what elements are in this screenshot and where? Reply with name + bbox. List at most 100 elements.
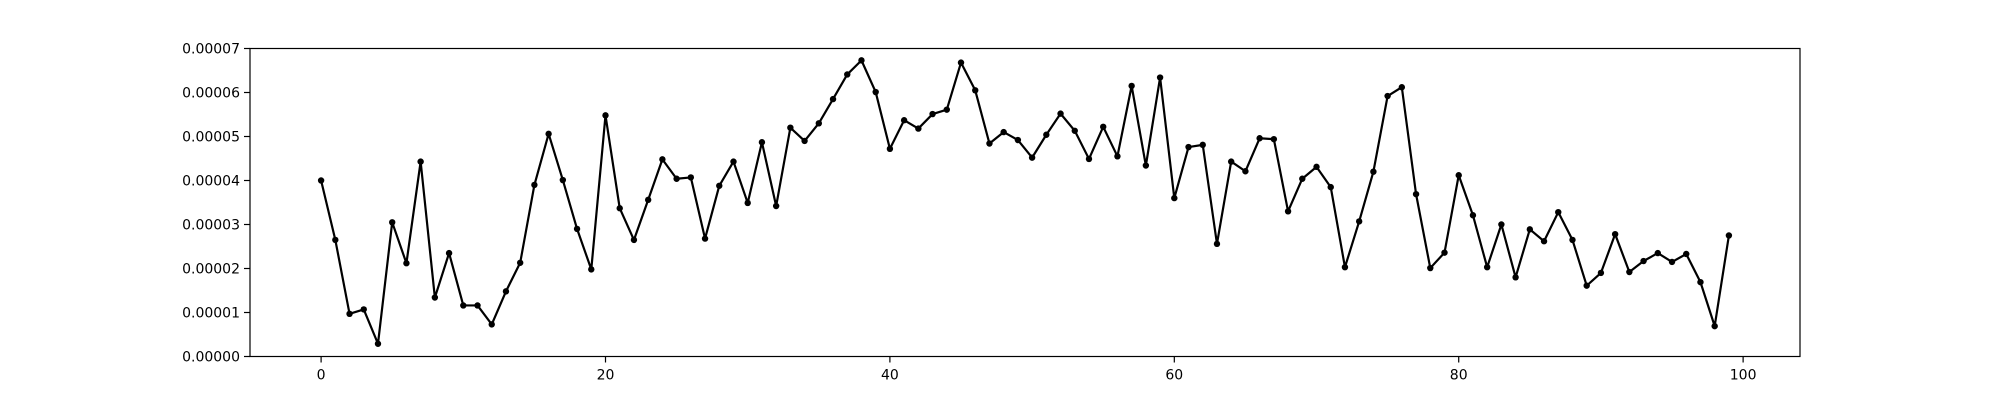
data-point	[1483, 263, 1491, 271]
data-point	[644, 196, 652, 204]
data-point	[1455, 172, 1462, 179]
data-point	[374, 340, 382, 347]
data-point	[1242, 168, 1249, 175]
data-point	[1555, 208, 1562, 216]
data-point	[1256, 135, 1263, 142]
y-tick-label: 0.00004	[182, 174, 240, 190]
data-point	[1341, 263, 1349, 271]
data-point	[1498, 221, 1505, 228]
data-point	[1313, 163, 1320, 171]
data-point	[1128, 82, 1135, 90]
data-point	[417, 158, 424, 165]
data-point	[1412, 190, 1420, 198]
data-point	[431, 294, 439, 301]
data-point	[1512, 274, 1519, 281]
data-point	[1171, 194, 1178, 202]
data-point	[772, 202, 780, 210]
data-point	[1526, 226, 1534, 233]
data-point	[1427, 264, 1434, 272]
data-point	[957, 59, 965, 66]
series-line	[320, 59, 1730, 345]
data-point	[744, 199, 751, 207]
data-point	[630, 236, 638, 244]
data-point	[1640, 257, 1647, 265]
x-tick-label: 100	[1730, 368, 1757, 384]
data-point	[758, 139, 766, 146]
data-point	[1697, 278, 1704, 286]
data-point	[915, 125, 922, 132]
y-tick-label: 0.00000	[182, 350, 240, 366]
y-tick-label: 0.00003	[182, 218, 240, 234]
plot-area-frame	[249, 47, 1801, 358]
data-point	[1597, 269, 1605, 277]
data-point	[801, 137, 808, 145]
y-axis: 0.00000 0.00001 0.00002 0.00003 0.00004 0.000…	[182, 42, 250, 366]
data-point	[1100, 123, 1107, 131]
data-point	[858, 57, 865, 64]
x-tick-label: 60	[1165, 368, 1183, 384]
data-point	[346, 310, 353, 318]
y-tick-label: 0.00006	[182, 86, 240, 102]
x-tick-label: 20	[597, 368, 615, 384]
data-point	[1683, 250, 1690, 258]
data-point	[1199, 141, 1206, 149]
data-point	[1057, 110, 1064, 117]
x-axis: 0 20 40 60 80 100	[317, 356, 1757, 384]
data-point	[929, 110, 936, 118]
data-point	[1000, 128, 1007, 136]
data-point	[1725, 232, 1733, 239]
data-point	[659, 156, 666, 163]
data-point	[701, 235, 709, 242]
data-point	[588, 266, 595, 273]
data-point	[1540, 238, 1548, 245]
data-point	[872, 88, 879, 96]
data-point	[716, 182, 723, 189]
data-point	[1398, 84, 1406, 91]
y-tick-label: 0.00001	[182, 306, 240, 322]
data-point	[844, 71, 851, 78]
x-tick-label: 80	[1450, 368, 1468, 384]
data-point	[360, 306, 367, 313]
data-point	[1355, 218, 1363, 225]
data-point	[1654, 249, 1662, 257]
data-point	[1611, 230, 1619, 238]
x-tick-label: 40	[881, 368, 899, 384]
data-point	[1270, 135, 1278, 143]
data-point	[687, 174, 695, 181]
data-point	[1327, 183, 1334, 191]
data-point	[972, 87, 979, 94]
data-point	[1213, 240, 1221, 248]
data-point	[488, 321, 495, 328]
data-point	[460, 302, 467, 309]
data-point	[389, 219, 396, 226]
data-point	[474, 302, 481, 309]
data-point	[673, 175, 680, 182]
data-point	[730, 158, 737, 165]
series-markers	[317, 57, 1733, 347]
data-point	[1085, 155, 1093, 163]
data-point	[445, 249, 453, 257]
y-tick-label: 0.00007	[182, 42, 240, 58]
data-point	[886, 145, 894, 153]
data-point	[1441, 249, 1448, 256]
data-point	[1043, 131, 1050, 138]
data-point	[1284, 208, 1292, 215]
data-point	[531, 181, 538, 189]
data-point	[317, 177, 325, 184]
data-point	[1142, 162, 1150, 169]
data-point	[1569, 236, 1576, 244]
data-point	[1185, 143, 1192, 151]
data-point	[787, 124, 794, 131]
data-point	[502, 288, 510, 295]
data-point	[1299, 175, 1306, 182]
data-point	[900, 117, 908, 124]
y-tick-label: 0.00002	[182, 262, 240, 278]
data-point	[545, 130, 552, 138]
data-point	[1626, 268, 1633, 276]
data-point	[829, 95, 837, 103]
data-point	[403, 260, 410, 267]
data-point	[1668, 258, 1676, 266]
data-point	[943, 106, 950, 113]
data-point	[616, 205, 623, 212]
data-point	[602, 112, 609, 119]
